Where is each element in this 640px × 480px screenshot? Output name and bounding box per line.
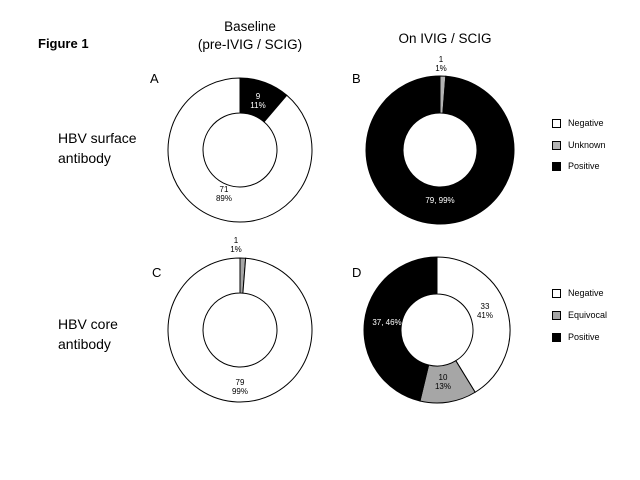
slice-negative (436, 256, 511, 393)
legend-swatch (552, 161, 561, 171)
panel-letter: D (352, 265, 361, 280)
slice-positive (365, 75, 515, 225)
data-label-positive: 79, 99% (425, 196, 454, 205)
data-label-positive: 9 11% (250, 92, 265, 110)
donut-panel-d: 33 41% 10 13% 37, 46% D (352, 256, 511, 404)
panel-letter: B (352, 71, 361, 86)
baseline-column-header: Baseline (pre-IVIG / SCIG) (180, 18, 320, 54)
data-label-line: 10 (439, 373, 448, 382)
core-header-line2: antibody (58, 336, 111, 352)
surface-header-line1: HBV surface (58, 130, 137, 146)
baseline-header-line1: Baseline (224, 19, 276, 34)
legend-swatch (552, 118, 561, 128)
data-label-negative: 33 41% (477, 302, 493, 320)
data-label-line: 11% (250, 101, 265, 110)
donut-panel-b: 1 1% 79, 99% B (352, 55, 515, 225)
legend-swatch (552, 288, 561, 298)
surface-antibody-row-header: HBV surface antibody (58, 128, 137, 168)
panel-letter: C (152, 265, 161, 280)
data-label-unknown: 1 1% (435, 55, 447, 73)
slice-negative (167, 257, 313, 403)
core-antibody-row-header: HBV core antibody (58, 314, 118, 354)
legend-swatch (552, 140, 561, 150)
core-header-line1: HBV core (58, 316, 118, 332)
data-label-line: 41% (477, 311, 493, 320)
legend-top-item: Positive (552, 161, 600, 171)
data-label-positive: 37, 46% (372, 318, 401, 327)
legend-swatch (552, 310, 561, 320)
data-label-line: 1 (234, 236, 239, 245)
data-label-line: 33 (481, 302, 490, 311)
data-label-equivocal: 10 13% (435, 373, 451, 391)
data-label-line: 89% (216, 194, 232, 203)
data-label-line: 1 (439, 55, 444, 64)
surface-header-line2: antibody (58, 150, 111, 166)
legend-label: Positive (568, 161, 600, 171)
on-treatment-column-header: On IVIG / SCIG (398, 31, 492, 46)
figure-label: Figure 1 (38, 36, 89, 51)
slice-negative (167, 77, 313, 223)
data-label-line: 37, 46% (372, 318, 401, 327)
legend-bottom-item: Positive (552, 332, 600, 342)
data-label-negative: 79 99% (232, 378, 248, 396)
data-label-line: 1% (230, 245, 242, 254)
data-label-line: 1% (435, 64, 447, 73)
donut-panel-c: 1 1% 79 99% C (152, 236, 313, 403)
data-label-negative: 71 89% (216, 185, 232, 203)
data-label-equivocal: 1 1% (230, 236, 242, 254)
legend-swatch (552, 332, 561, 342)
legend-top-item: Negative (552, 118, 604, 128)
legend-label: Negative (568, 288, 604, 298)
data-label-line: 99% (232, 387, 248, 396)
data-label-line: 9 (256, 92, 261, 101)
data-label-line: 79, 99% (425, 196, 454, 205)
donut-panel-a: 9 11% 71 89% A (150, 71, 313, 223)
data-label-line: 71 (220, 185, 229, 194)
legend-label: Negative (568, 118, 604, 128)
legend-label: Unknown (568, 140, 606, 150)
data-label-line: 79 (236, 378, 245, 387)
legend-bottom-item: Equivocal (552, 310, 607, 320)
baseline-header-line2: (pre-IVIG / SCIG) (197, 37, 303, 52)
data-label-line: 13% (435, 382, 451, 391)
legend-bottom-item: Negative (552, 288, 604, 298)
legend-label: Equivocal (568, 310, 608, 320)
panel-letter: A (150, 71, 159, 86)
slice-positive (363, 256, 438, 402)
legend-label: Positive (568, 332, 600, 342)
legend-top-item: Unknown (552, 140, 606, 150)
